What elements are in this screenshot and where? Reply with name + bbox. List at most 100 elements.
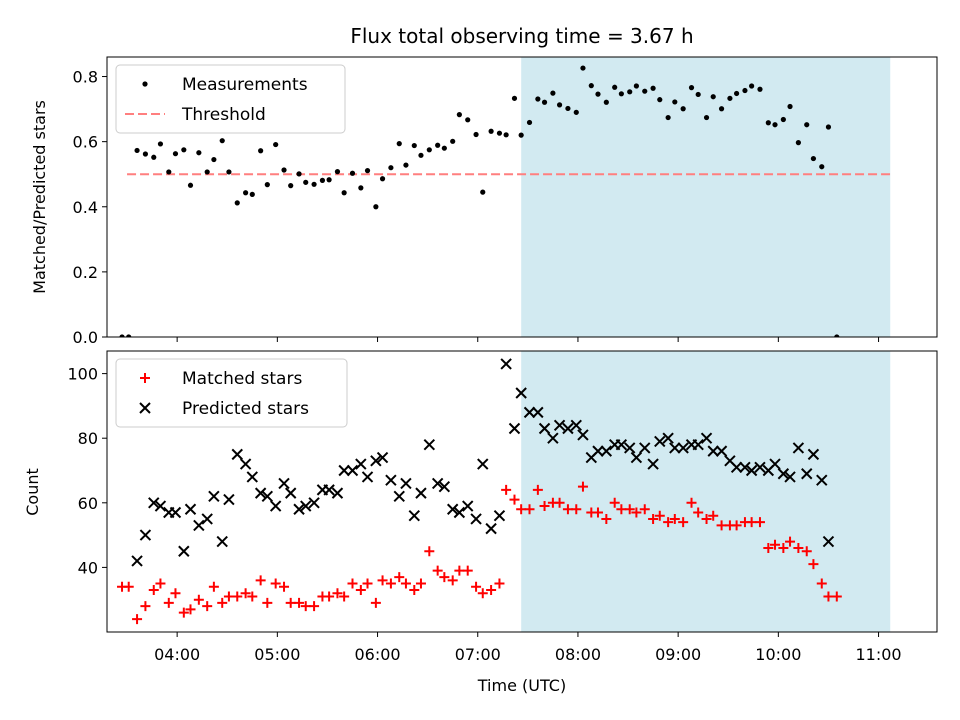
measurement-point: [326, 177, 332, 183]
measurement-point: [234, 200, 240, 206]
matched-stars-point: [163, 597, 174, 608]
chart-title: Flux total observing time = 3.67 h: [350, 24, 693, 48]
matched-stars-point: [185, 604, 196, 615]
y-tick-label: 40: [78, 558, 98, 577]
predicted-stars-point: [201, 513, 213, 525]
measurement-point: [319, 177, 326, 183]
predicted-stars-point: [278, 477, 290, 490]
predicted-stars-point: [300, 500, 312, 512]
matched-stars-point: [247, 591, 258, 602]
y-tick-label: 100: [67, 365, 98, 384]
measurement-point: [695, 91, 701, 98]
measurement-point: [181, 147, 187, 153]
measurement-point: [379, 176, 386, 182]
predicted-stars-point: [331, 487, 344, 499]
legend-label: Measurements: [182, 75, 308, 95]
matched-stars-point: [432, 565, 443, 576]
predicted-stars-point: [493, 510, 506, 522]
predicted-stars-point: [477, 458, 489, 470]
matched-stars-point: [648, 513, 659, 524]
matched-stars-point: [394, 572, 405, 583]
measurement-point: [703, 114, 710, 121]
predicted-stars-point: [700, 432, 713, 444]
predicted-stars-point: [423, 438, 436, 451]
measurement-point: [196, 150, 202, 156]
ratio-y-axis-label: Matched/Predicted stars: [30, 100, 49, 294]
matched-stars-point: [170, 588, 181, 599]
predicted-stars-point: [148, 497, 160, 509]
predicted-stars-point: [393, 490, 405, 503]
legend-box: [115, 358, 348, 428]
measurement-point: [535, 96, 541, 102]
matched-stars-point: [831, 591, 842, 602]
measurement-point: [456, 112, 462, 118]
predicted-stars-point: [630, 451, 643, 464]
predicted-stars-point: [807, 448, 820, 461]
matched-stars-point: [385, 578, 396, 589]
matched-stars-point: [701, 513, 712, 524]
matched-stars-point: [400, 578, 411, 589]
matched-stars-point: [577, 481, 588, 492]
measurement-point: [126, 334, 132, 337]
predicted-stars-point: [615, 438, 628, 451]
matched-stars-point: [355, 585, 366, 596]
measurement-point: [364, 168, 371, 174]
measurement-point: [612, 84, 618, 90]
matched-stars-point: [409, 585, 420, 596]
matched-stars-point: [609, 497, 620, 508]
measurement-point: [772, 122, 778, 128]
measurement-point: [465, 117, 471, 123]
measurement-point: [672, 99, 678, 105]
predicted-stars-point: [470, 513, 482, 525]
measurement-point: [780, 116, 786, 123]
x-tick-label: 04:00: [154, 645, 200, 664]
matched-stars-point: [532, 484, 543, 495]
x-tick-label: 11:00: [855, 645, 901, 664]
measurement-point: [373, 204, 379, 210]
plot-area: [117, 358, 842, 625]
predicted-stars-point: [532, 406, 544, 419]
matched-stars-point: [208, 581, 219, 592]
matched-stars-point: [471, 581, 482, 592]
legend-label: Predicted stars: [182, 399, 309, 419]
measurement-point: [151, 154, 157, 160]
measurement-point: [573, 109, 579, 115]
matched-stars-point: [754, 517, 765, 528]
matched-stars-point: [708, 510, 719, 521]
measurement-point: [488, 128, 494, 134]
measurement-point: [441, 145, 447, 151]
measurement-point: [742, 87, 748, 94]
predicted-stars-point: [184, 503, 197, 515]
measurement-point: [264, 182, 270, 188]
plot-frame: [106, 350, 938, 633]
predicted-stars-point: [784, 471, 796, 483]
matched-stars-point: [785, 536, 796, 547]
measurement-point: [219, 138, 225, 144]
predicted-stars-point: [639, 442, 651, 454]
predicted-stars-point: [592, 445, 604, 457]
measurement-point: [341, 190, 347, 196]
measurement-point: [526, 119, 533, 126]
count-y-axis-label: Count: [23, 468, 42, 516]
measurement-point: [142, 151, 149, 157]
predicted-stars-point: [254, 487, 267, 499]
matched-stars-point: [616, 504, 627, 515]
matched-stars-point: [816, 578, 827, 589]
matched-stars-point: [454, 565, 465, 576]
matched-stars-point: [693, 507, 704, 518]
predicted-stars-point: [223, 493, 235, 506]
matched-stars-point: [770, 539, 781, 550]
matched-stars-point: [801, 546, 812, 557]
measurement-point: [518, 132, 524, 138]
matched-stars-point: [731, 520, 742, 531]
matched-stars-point: [631, 507, 642, 518]
predicted-stars-point: [624, 442, 636, 454]
matched-stars-point: [262, 597, 273, 608]
measurement-point: [296, 171, 302, 177]
predicted-stars-point: [792, 442, 805, 454]
predicted-stars-point: [462, 500, 474, 512]
predicted-stars-point: [239, 458, 252, 470]
measurement-point: [680, 106, 686, 112]
predicted-stars-point: [801, 468, 813, 480]
matched-stars-point: [193, 594, 204, 605]
